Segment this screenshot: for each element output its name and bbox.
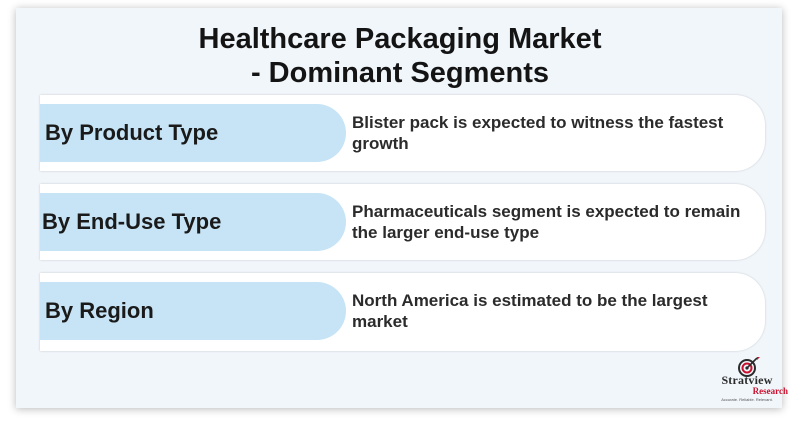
segment-description: Blister pack is expected to witness the … xyxy=(352,113,724,153)
logo-sub: Research xyxy=(752,386,788,396)
segment-label-pill: By Product Type xyxy=(40,104,346,162)
segment-description: North America is estimated to be the lar… xyxy=(352,291,708,331)
logo-tagline: Accurate. Reliable. Relevant. xyxy=(721,397,773,402)
logo-name: Stratview xyxy=(721,373,773,387)
segment-label-pill: By End-Use Type xyxy=(40,193,346,251)
page-title: Healthcare Packaging Market - Dominant S… xyxy=(0,22,800,90)
title-line-2: - Dominant Segments xyxy=(250,57,550,89)
segment-row-end-use-type: By End-Use Type Pharmaceuticals segment … xyxy=(40,184,765,260)
title-line-1: Healthcare Packaging Market xyxy=(198,23,602,55)
segment-label: By End-Use Type xyxy=(42,209,222,234)
segment-row-region: By Region North America is estimated to … xyxy=(40,273,765,351)
segment-label-pill: By Region xyxy=(40,282,346,340)
segment-description: Pharmaceuticals segment is expected to r… xyxy=(352,202,741,242)
target-icon xyxy=(738,357,760,377)
segment-label: By Region xyxy=(45,298,154,323)
segment-label: By Product Type xyxy=(45,120,219,145)
segment-row-product-type: By Product Type Blister pack is expected… xyxy=(40,95,765,171)
stratview-logo: Stratview Research Accurate. Reliable. R… xyxy=(706,356,788,406)
